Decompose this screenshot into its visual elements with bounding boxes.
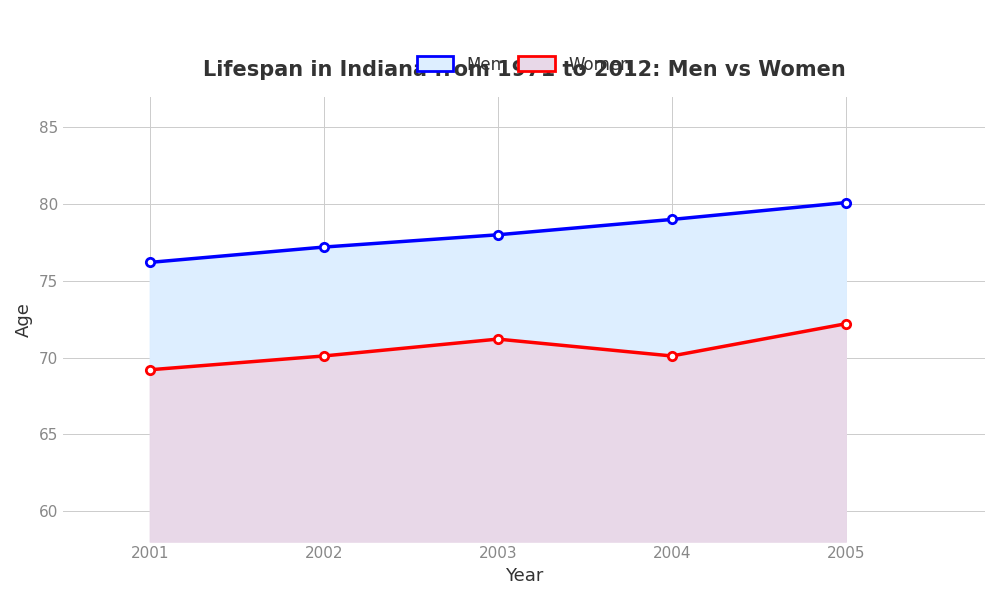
Title: Lifespan in Indiana from 1971 to 2012: Men vs Women: Lifespan in Indiana from 1971 to 2012: M…	[203, 60, 845, 80]
Legend: Men, Women: Men, Women	[408, 47, 639, 82]
X-axis label: Year: Year	[505, 567, 543, 585]
Y-axis label: Age: Age	[15, 302, 33, 337]
